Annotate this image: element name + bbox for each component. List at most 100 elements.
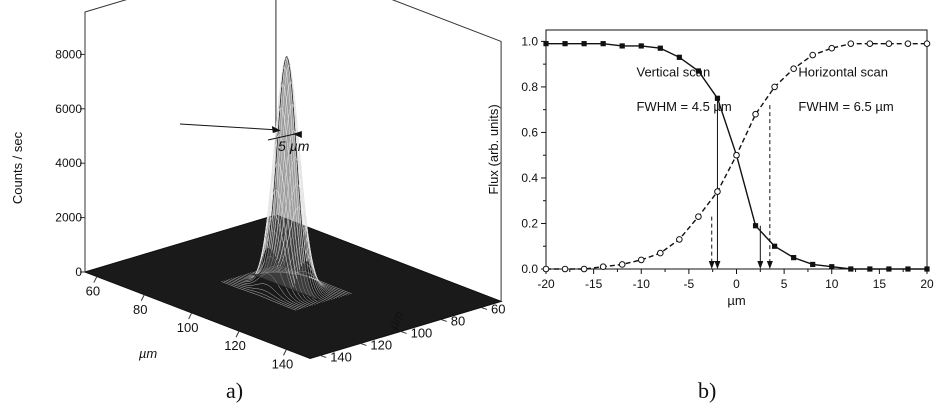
- z-axis-label: Counts / sec: [10, 131, 25, 204]
- horizontal-fwhm-label: FWHM = 6.5 µm: [798, 99, 893, 114]
- horizontal-scan-point: [733, 151, 740, 159]
- horizontal-scan-point: [866, 40, 874, 47]
- x-tick-label: 15: [873, 277, 887, 291]
- peak-mesh-line: [266, 57, 306, 262]
- x-tick: [283, 349, 287, 356]
- fwhm-annotation: 5 µm: [278, 138, 310, 154]
- panel-a-surface-plot: 0 2000 4000 6000 8000 Counts / sec 60 80 100 120 1…: [0, 0, 505, 414]
- horizontal-scan-point: [580, 265, 588, 273]
- x-tick-label: 60: [86, 284, 100, 299]
- y-axis-label: µm: [385, 308, 406, 331]
- vertical-scan-point: [695, 68, 701, 74]
- y-tick-label: 0.8: [521, 80, 538, 94]
- fwhm-marker-arrowhead: [757, 261, 764, 269]
- panel-a-label: a): [226, 378, 244, 403]
- peak-silhouette: [248, 56, 325, 303]
- x-tick-label: 140: [272, 356, 294, 371]
- x-tick-label: 5: [781, 277, 788, 291]
- x-tick-label: -5: [684, 277, 695, 291]
- fwhm-marker-arrowhead: [714, 261, 721, 269]
- peak-mesh-line: [263, 84, 302, 267]
- z-tick-label: 4000: [55, 156, 82, 170]
- fwhm-marker-arrowhead: [708, 261, 715, 269]
- vertical-scan-point: [581, 41, 587, 47]
- vertical-scan-point: [543, 41, 549, 47]
- horizontal-scan-point: [752, 110, 759, 118]
- horizontal-scan-point: [847, 40, 855, 47]
- peak-mesh-line: [265, 67, 304, 264]
- y-tick: [320, 354, 327, 358]
- vertical-scan-point: [791, 255, 797, 261]
- y-tick-label: 0.6: [521, 125, 538, 139]
- vertical-scan-point: [829, 264, 835, 270]
- panel-b-flux-chart: -20 -15 -10 -5 0 5 10 15 20 µm 0.0 0.2 0.4 0.6 0.8 1.0 F…: [470, 0, 942, 414]
- x-tick-label: 0: [733, 277, 740, 291]
- horizontal-scan-point: [561, 265, 569, 273]
- z-tick-label: 0: [75, 265, 82, 279]
- x-tick-label: 100: [177, 320, 199, 335]
- vertical-scan-point: [772, 243, 778, 249]
- horizontal-scan-point: [828, 44, 836, 52]
- flux-chart-svg: -20 -15 -10 -5 0 5 10 15 20 µm 0.0 0.2 0.4 0.6 0.8 1.0 F…: [486, 29, 934, 308]
- z-tick-label: 8000: [55, 47, 82, 61]
- vertical-scan-point: [600, 41, 606, 47]
- horizontal-scan-point: [695, 213, 702, 220]
- y-tick-label: 0.0: [521, 262, 538, 276]
- fwhm-marker-arrowhead: [766, 261, 773, 269]
- vertical-scan-point: [676, 54, 682, 60]
- horizontal-scan-point: [809, 51, 817, 59]
- vertical-scan-label: Vertical scan: [636, 65, 710, 80]
- vertical-fwhm-label: FWHM = 4.5 µm: [636, 99, 731, 114]
- vertical-scan-point: [924, 266, 930, 272]
- horizontal-scan-point: [599, 263, 607, 271]
- horizontal-scan-point: [657, 249, 664, 257]
- y-tick: [400, 330, 407, 334]
- peak-mesh-line: [268, 57, 307, 261]
- y-tick-label: 60: [491, 301, 505, 316]
- x-tick: [140, 294, 145, 301]
- peak-mesh-line: [258, 162, 297, 279]
- x-tick: [235, 330, 240, 338]
- fwhm-arrowhead-right: [292, 131, 302, 138]
- fwhm-arrow-right: [267, 133, 295, 141]
- horizontal-scan-point: [790, 65, 797, 72]
- horizontal-scan-point: [714, 188, 721, 195]
- fwhm-arrowhead-left: [271, 126, 281, 133]
- horizontal-scan-point: [771, 83, 778, 91]
- horizontal-scan-point: [618, 261, 626, 268]
- x-tick-label: -10: [633, 277, 651, 291]
- z-tick-label: 2000: [55, 211, 82, 225]
- x-axis-label: µm: [139, 346, 157, 361]
- vertical-scan-point: [657, 45, 663, 51]
- vertical-scan-point: [905, 266, 911, 272]
- surface-mesh-line: [225, 279, 301, 310]
- y-tick-label: 80: [451, 313, 465, 328]
- horizontal-scan-label: Horizontal scan: [798, 65, 888, 80]
- panel-b-label: b): [698, 378, 717, 403]
- surface-mesh-line: [221, 281, 297, 311]
- surface-mesh-line: [223, 280, 299, 310]
- y-tick: [480, 306, 488, 310]
- y-tick-label: 100: [411, 325, 433, 340]
- x-tick: [93, 276, 98, 283]
- z-tick-label: 6000: [55, 102, 82, 116]
- vertical-scan-point: [810, 261, 816, 268]
- peak-mesh-line: [276, 157, 315, 274]
- y-tick: [440, 318, 447, 322]
- y-tick-label: 1.0: [521, 34, 538, 48]
- vertical-scan-point: [886, 266, 892, 272]
- x-tick-label: -15: [585, 277, 603, 291]
- horizontal-scan-point: [885, 40, 893, 47]
- horizontal-scan-point: [923, 40, 931, 47]
- y-tick: [360, 342, 367, 346]
- y-tick-label: 120: [370, 337, 392, 352]
- y-tick-label: 0.2: [521, 216, 538, 230]
- peak-mesh-line: [257, 189, 296, 284]
- surface-mesh-line: [228, 279, 304, 309]
- horizontal-scan-point: [676, 236, 683, 243]
- peak-mesh-line: [255, 214, 294, 288]
- vertical-scan-point: [562, 41, 568, 47]
- horizontal-scan-point: [542, 265, 550, 273]
- horizontal-scan-point: [637, 256, 645, 264]
- x-tick-label: 10: [825, 277, 839, 291]
